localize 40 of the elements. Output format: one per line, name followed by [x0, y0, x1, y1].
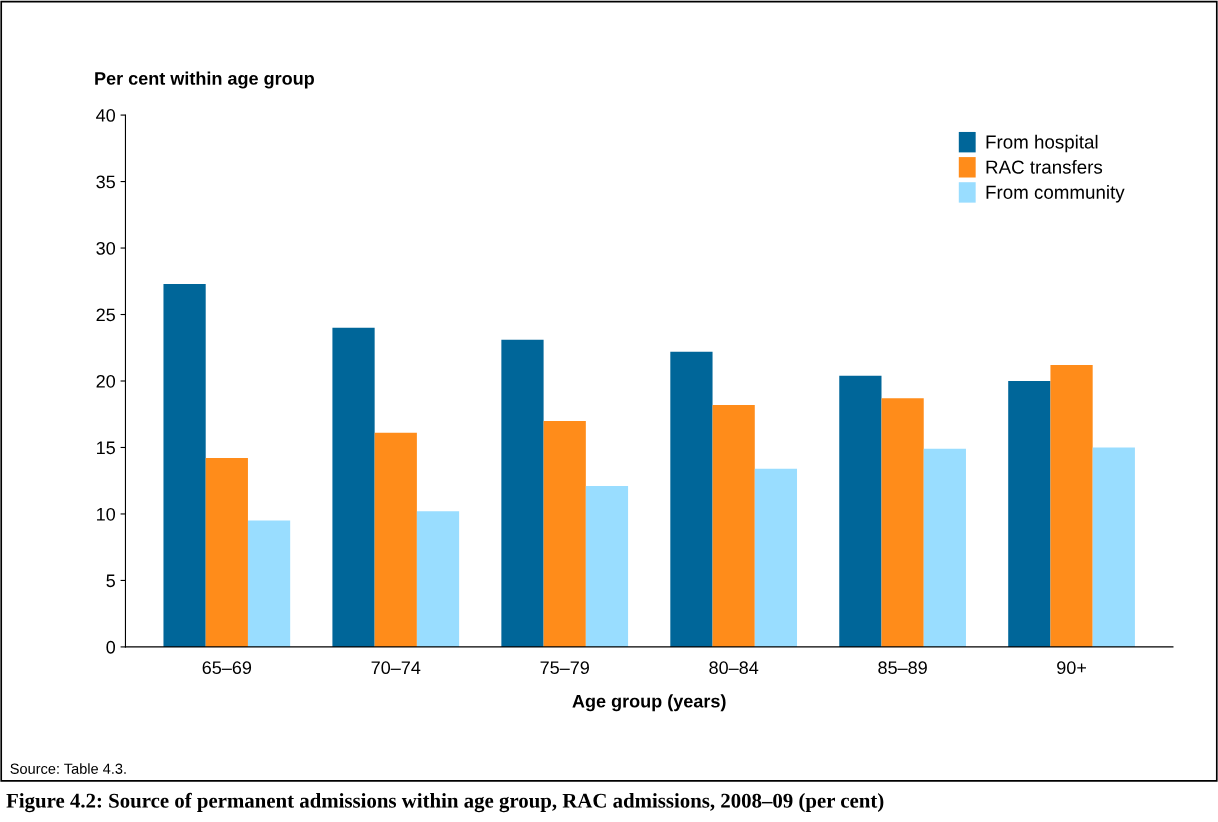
x-tick-label: 65–69: [202, 661, 252, 675]
y-tick-label: 35: [96, 175, 115, 189]
bar: [839, 375, 882, 647]
bar: [923, 448, 966, 647]
y-axis-title: Per cent within age group: [95, 71, 314, 89]
bar: [543, 420, 586, 647]
x-axis-title: Age group (years): [572, 694, 726, 712]
y-tick-label: 25: [96, 308, 115, 322]
x-tick-label: 90+: [1057, 661, 1086, 675]
bar: [501, 339, 544, 647]
x-tick-label: 75–79: [540, 661, 589, 675]
y-tick-label: 30: [96, 241, 116, 255]
legend-label: From community: [986, 185, 1125, 203]
source-note: Source: Table 4.3.: [10, 763, 126, 774]
x-tick-label: 80–84: [709, 661, 759, 675]
bar: [205, 458, 248, 647]
bar: [1092, 447, 1135, 647]
y-tick-label: 40: [96, 109, 116, 122]
y-tick-label: 10: [97, 507, 116, 521]
x-tick-label: 85–89: [878, 661, 927, 675]
bar: [585, 486, 629, 647]
bar: [1008, 381, 1051, 647]
bar: [374, 432, 417, 647]
bar: [712, 404, 755, 647]
y-tick-label: 5: [106, 574, 115, 588]
y-tick-label: 15: [97, 441, 115, 455]
bar: [416, 511, 460, 647]
bar: [247, 520, 291, 647]
legend-label: From hospital: [986, 134, 1098, 153]
text: Figure 4.2: Source of permanent admissions within age group, RAC admissions, 2008–09 (per cent): [6, 792, 884, 813]
y-tick-label: 20: [96, 374, 116, 388]
bar: [1050, 365, 1093, 647]
x-tick-label: 70–74: [371, 661, 421, 675]
bar: [163, 283, 206, 647]
bar: [881, 398, 924, 647]
bar: [754, 468, 798, 647]
bar: [670, 351, 713, 647]
legend-label: RAC transfers: [986, 160, 1103, 174]
y-tick-label: 0: [106, 640, 116, 654]
bar: [332, 327, 375, 647]
